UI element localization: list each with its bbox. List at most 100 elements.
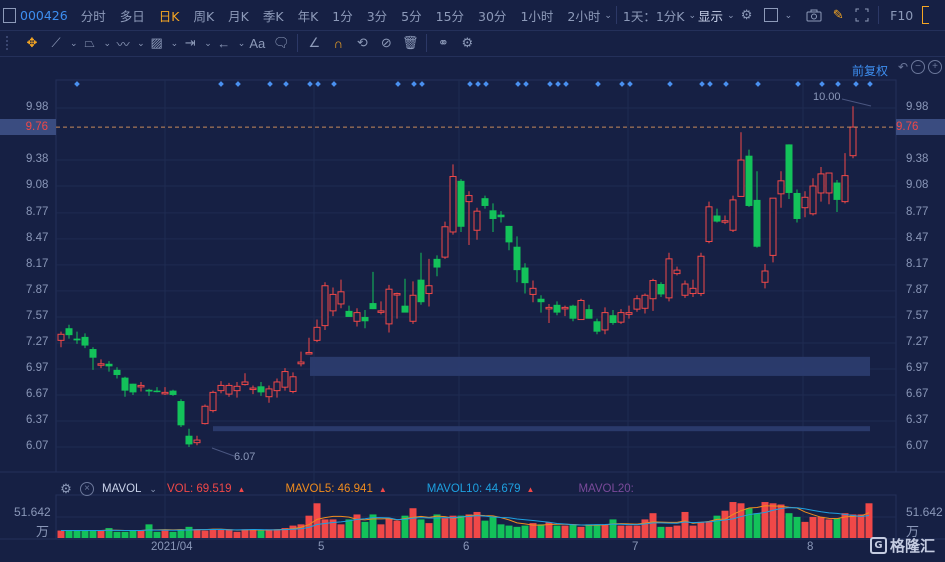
chevron-down-icon[interactable]: ⌄ (149, 483, 157, 494)
adjust-mode-button[interactable]: 前复权 (852, 64, 889, 78)
vol-axis-left-unit: 万 (36, 524, 50, 539)
period-2h[interactable]: 2小时 (567, 8, 601, 24)
price-tick: 9.38 (906, 153, 929, 166)
stock-code[interactable]: 000426 (20, 7, 68, 23)
fib-tool-icon[interactable]: ▨ (150, 35, 163, 50)
price-tick: 6.97 (26, 361, 49, 374)
mavol20-value: MAVOL20: (578, 483, 634, 495)
price-tick: 8.47 (26, 231, 49, 244)
price-tick: 7.27 (906, 335, 929, 348)
logo-icon: G (870, 537, 887, 554)
chevron-down-icon[interactable]: ⌄ (137, 37, 145, 48)
compare-tool-icon[interactable]: ⚭ (437, 35, 449, 50)
vol-value: VOL: 69.519 (166, 483, 232, 495)
gelonghui-logo: G 格隆汇 (870, 535, 935, 556)
high-price-label: 10.00 (813, 91, 841, 103)
indicator-name[interactable]: MAVOL (102, 483, 142, 495)
angle-tool-icon[interactable]: ∠ (308, 35, 321, 50)
arrow-tool-icon[interactable]: ← (217, 35, 231, 51)
sync-tool-icon[interactable]: ⟲ (356, 35, 368, 50)
delete-tool-icon[interactable]: 🗑 (402, 35, 419, 50)
chevron-down-icon[interactable]: ⌄ (70, 37, 78, 48)
up-arrow-icon: ▲ (378, 484, 387, 494)
period-fenshi[interactable]: 分时 (80, 8, 106, 24)
f10-button[interactable]: F10 (890, 7, 914, 23)
panel-toggle-icon[interactable] (922, 6, 930, 24)
magnet-tool-icon[interactable]: ∩ (333, 35, 343, 51)
vol-axis-right-unit: 万 (906, 524, 920, 539)
period-15min[interactable]: 15分 (435, 8, 465, 24)
checkbox-square-icon[interactable] (759, 4, 783, 26)
chart-controls: ↶ − + (898, 60, 943, 74)
period-30min[interactable]: 30分 (478, 8, 507, 24)
line-tool-icon[interactable]: ⟋ (51, 35, 61, 50)
zoom-in-icon[interactable]: + (928, 60, 943, 74)
pencil-icon[interactable]: ✎ (832, 7, 844, 22)
vol-axis-right-value: 51.642 (906, 505, 943, 519)
period-jik[interactable]: 季K (262, 8, 284, 24)
divider (297, 34, 299, 52)
chevron-down-icon[interactable]: ⌄ (103, 37, 112, 48)
drag-handle-icon[interactable] (6, 36, 14, 50)
period-5min[interactable]: 5分 (401, 8, 422, 24)
price-tick: 8.77 (26, 205, 49, 218)
polygon-tool-icon[interactable]: ⏢ (84, 35, 95, 50)
move-tool-icon[interactable]: ✥ (26, 35, 38, 50)
hide-tool-icon[interactable]: ⊘ (380, 35, 392, 50)
chevron-down-icon[interactable]: ⌄ (784, 9, 793, 20)
price-tick: 6.67 (26, 387, 49, 400)
undo-icon[interactable]: ↶ (898, 60, 909, 74)
divider (615, 6, 617, 24)
divider (426, 34, 428, 52)
sidebar-toggle-icon[interactable] (3, 7, 16, 23)
price-tick: 8.47 (906, 231, 929, 244)
chevron-down-icon[interactable]: ⌄ (688, 9, 697, 20)
chevron-down-icon[interactable]: ⌄ (170, 37, 179, 48)
fullscreen-icon[interactable] (850, 4, 874, 26)
camera-icon[interactable] (802, 4, 826, 26)
wave-tool-icon[interactable]: 〰 (116, 36, 130, 52)
close-icon[interactable]: × (80, 482, 94, 496)
period-3min[interactable]: 3分 (366, 8, 388, 24)
zoom-out-icon[interactable]: − (911, 60, 926, 74)
price-tick: 8.77 (906, 205, 929, 218)
comment-tool-icon[interactable]: 🗨 (273, 35, 290, 50)
price-tick: 7.87 (26, 283, 49, 296)
text-tool-icon[interactable]: Aa (249, 35, 266, 51)
period-1min[interactable]: 1分 (332, 8, 353, 24)
current-price-tag: 9.76 (896, 119, 945, 136)
up-arrow-icon: ▲ (526, 484, 535, 494)
price-tick: 7.87 (906, 283, 929, 296)
mavol10-value: MAVOL10: 44.679 (426, 483, 521, 495)
display-menu[interactable]: 显示 (698, 8, 724, 24)
current-price-tag: 9.76 (0, 119, 56, 136)
period-rik[interactable]: 日K (158, 8, 180, 24)
price-tick: 7.57 (906, 309, 929, 322)
period-yuek[interactable]: 月K (228, 8, 249, 24)
time-tick: 5 (318, 541, 325, 553)
period-duori[interactable]: 多日 (119, 8, 145, 24)
price-tick: 6.07 (26, 439, 49, 452)
price-tick: 6.67 (906, 387, 929, 400)
price-tick: 6.97 (906, 361, 929, 374)
period-1h[interactable]: 1小时 (520, 8, 554, 24)
price-tick: 8.17 (26, 257, 49, 270)
time-tick: 8 (807, 541, 814, 553)
settings-icon[interactable]: ⚙ (60, 481, 72, 496)
chevron-down-icon[interactable]: ⌄ (604, 9, 612, 20)
period-zhouk[interactable]: 周K (193, 8, 215, 24)
price-tick: 6.07 (906, 439, 929, 452)
volume-legend: ⚙ × MAVOL ⌄ VOL: 69.519 ▲ MAVOL5: 46.941… (58, 478, 640, 500)
chevron-down-icon[interactable]: ⌄ (237, 37, 246, 48)
chevron-down-icon[interactable]: ⌄ (204, 37, 212, 48)
up-arrow-icon: ▲ (237, 484, 246, 494)
period-niank[interactable]: 年K (297, 8, 319, 24)
drawing-toolbar: ✥ ⟋ ⌄ ⏢ ⌄ 〰 ⌄ ▨ ⌄ ⇥ ⌄ ← ⌄ Aa 🗨 ∠ ∩ ⟲ ⊘ 🗑 ⚭ ⚙ (0, 30, 945, 57)
settings-icon[interactable]: ⚙ (740, 7, 753, 22)
settings-tool-icon[interactable]: ⚙ (461, 35, 474, 50)
range-tool-icon[interactable]: ⇥ (184, 35, 196, 50)
range-select[interactable]: 1天：1分K (622, 8, 685, 24)
time-tick: 7 (632, 541, 639, 553)
chevron-down-icon[interactable]: ⌄ (727, 9, 735, 20)
vol-axis-left-value: 51.642 (14, 505, 51, 519)
